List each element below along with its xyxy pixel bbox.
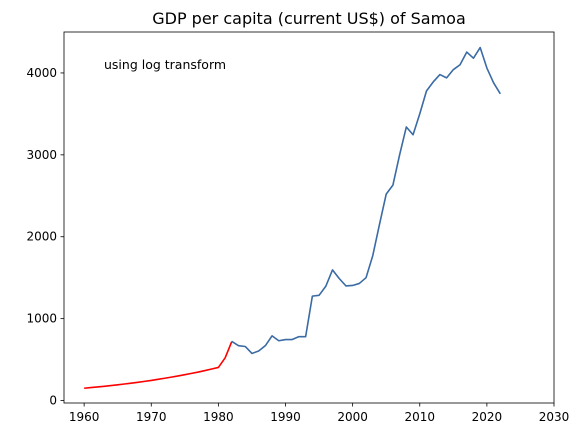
y-tick-label: 2000 — [26, 230, 57, 244]
x-tick-label: 2020 — [472, 410, 503, 424]
y-tick-label: 1000 — [26, 312, 57, 326]
y-tick-label: 0 — [49, 394, 57, 408]
y-tick-label: 3000 — [26, 148, 57, 162]
annotation-log-transform: using log transform — [104, 57, 226, 72]
x-tick-label: 1990 — [270, 410, 301, 424]
x-tick-label: 2000 — [337, 410, 368, 424]
series-line-2 — [231, 46, 501, 355]
y-tick-label: 4000 — [26, 66, 57, 80]
x-tick-label: 2030 — [539, 410, 570, 424]
x-axis-ticks: 1960 1970 1980 1990 2000 2010 2020 2030 — [69, 403, 569, 424]
chart-title: GDP per capita (current US$) of Samoa — [152, 9, 466, 28]
plot-area — [84, 46, 501, 390]
axes-frame — [63, 31, 555, 404]
x-tick-label: 2010 — [404, 410, 435, 424]
x-tick-label: 1970 — [136, 410, 167, 424]
x-tick-label: 1960 — [69, 410, 100, 424]
series-line-1 — [84, 341, 233, 390]
y-axis-ticks: 0 1000 2000 3000 4000 — [26, 66, 64, 408]
x-tick-label: 1980 — [203, 410, 234, 424]
